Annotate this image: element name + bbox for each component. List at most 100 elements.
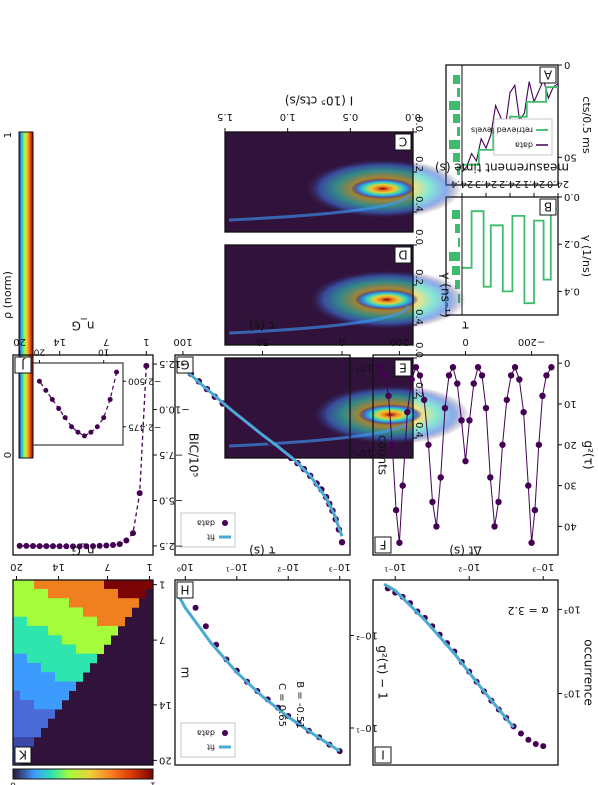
panel-k-cell	[47, 662, 55, 673]
panel-k-cell	[40, 681, 48, 691]
panel-f-point	[495, 498, 502, 506]
panel-g-ylabel: counts	[376, 435, 390, 475]
panel-k-cell	[26, 699, 34, 710]
panel-gamma-tick-label: 0.4	[413, 196, 424, 212]
panel-j-inset-ytick-label: −2.475	[128, 421, 161, 431]
panel-k-cell	[110, 616, 118, 627]
panel-f-ytick-label: 10	[564, 398, 577, 409]
panel-i-xlabel: Δt (s)	[449, 544, 481, 558]
panel-k-cell	[82, 653, 90, 664]
panel-h-point	[192, 604, 199, 611]
panel-b-ytick-label: 0.2	[564, 238, 580, 249]
panel-k-cell	[26, 607, 34, 617]
panel-d-heatmap-ridge	[228, 304, 411, 335]
panel-k-cell	[19, 709, 27, 719]
panel-k-cell	[33, 653, 41, 664]
panel-k-cell	[89, 653, 97, 664]
panel-k-cell	[117, 598, 125, 608]
panel-k-cell	[47, 625, 55, 636]
panel-f-point	[376, 364, 383, 371]
panel-k-cell	[19, 598, 27, 608]
panel-k-cell	[68, 672, 76, 682]
panel-k-cell	[19, 662, 27, 673]
panel-k-cell	[61, 653, 69, 664]
panel-a-legend-box	[493, 118, 553, 156]
panel-i-alpha: α = 3.2	[508, 604, 549, 617]
panel-k-cell	[145, 579, 153, 590]
panel-k-cell	[40, 588, 48, 599]
panel-k-cell	[96, 579, 104, 590]
panel-k-cell	[103, 616, 111, 627]
panel-gamma-tick-label: 0.4	[413, 309, 424, 325]
panel-k-cell	[12, 588, 20, 599]
panel-h-c-annotation: C = 0.65	[276, 683, 287, 727]
panel-k-cell	[96, 616, 104, 627]
panel-c-axis-label: I (10⁵ cts/s)	[285, 94, 353, 108]
panel-k-cell	[54, 607, 62, 617]
panel-f-point	[482, 404, 490, 412]
panel-k-cell	[54, 644, 62, 654]
panel-j-point	[76, 543, 83, 550]
panel-b-ytick-label: 0.4	[564, 285, 580, 296]
panel-k-cell	[96, 644, 104, 654]
panel-h-point	[202, 623, 209, 630]
panel-k-cell	[12, 579, 20, 590]
panel-h-ytick-label: 10⁻²	[356, 630, 378, 641]
panel-k-cell	[12, 644, 20, 654]
panel-i-ytick-label: 10⁵	[564, 688, 581, 699]
panel-f-point	[466, 417, 473, 424]
panel-j-inset-point	[62, 415, 68, 421]
legend-label-levels: retrieved levels	[471, 126, 533, 135]
legend-label-fit: fit	[207, 743, 215, 752]
panel-k-cell	[75, 579, 83, 590]
panel-k-cell	[47, 635, 55, 645]
panel-k-cell	[47, 709, 55, 719]
panel-k-cell	[26, 616, 34, 627]
panel-k-cell	[19, 579, 27, 590]
panel-k-cell	[19, 736, 27, 747]
panel-i-ylabel: occurrence	[582, 639, 596, 706]
panel-f-point	[499, 441, 506, 448]
panel-a-histogram-bar	[457, 88, 460, 97]
panel-letter-box	[374, 746, 392, 764]
panel-k-cell	[54, 588, 62, 599]
panel-g-ytick-label: 10³	[356, 362, 373, 373]
panel-k-cell	[96, 625, 104, 636]
panel-k-cell	[12, 690, 20, 701]
panel-a-ytick-label: 0	[564, 59, 570, 70]
panel-k-cell	[33, 625, 41, 636]
panel-k-cell	[54, 625, 62, 636]
panel-b-ytick-label: 0.0	[564, 191, 580, 202]
panel-k-cell	[19, 625, 27, 636]
panel-b-histogram-bar	[449, 252, 460, 261]
panel-k-cell	[47, 681, 55, 691]
panel-j-inset-point	[81, 433, 87, 439]
panel-k-cell	[33, 607, 41, 617]
panel-c-heatmap-frame	[224, 131, 414, 233]
panel-k-cell	[89, 579, 97, 590]
panel-k-xtick-label: 1	[146, 561, 152, 572]
panel-k-cell	[82, 616, 90, 627]
panel-k-cell	[12, 736, 20, 747]
panel-k-cell	[89, 635, 97, 645]
panel-f-point	[445, 372, 453, 379]
panel-f-point	[507, 372, 515, 379]
panel-k-xtick-label: 14	[52, 561, 65, 572]
panel-f-ytick-label: 0	[564, 357, 570, 368]
panel-k-cell	[117, 588, 125, 599]
panel-h-ylabel: g²(τ) − 1	[376, 645, 390, 699]
panel-j-inset-point	[101, 415, 107, 421]
panel-k-cell	[54, 616, 62, 627]
panel-k-cell	[103, 625, 111, 636]
panel-a-histogram-bar	[453, 114, 460, 123]
panel-d-heatmap-frame	[224, 244, 414, 346]
panel-b-xtick-label: 24.0	[547, 178, 569, 189]
panel-k-cell	[131, 588, 139, 599]
rho-colorbar-tick-0: 0	[3, 452, 14, 458]
occupancy-colorbar-tick-0: 0	[10, 780, 16, 785]
panel-k-cell	[61, 681, 69, 691]
panel-k-cell	[40, 653, 48, 664]
panel-f-xlabel: τ	[462, 319, 469, 333]
panel-f-point	[399, 482, 406, 489]
panel-k-cell	[110, 607, 118, 617]
